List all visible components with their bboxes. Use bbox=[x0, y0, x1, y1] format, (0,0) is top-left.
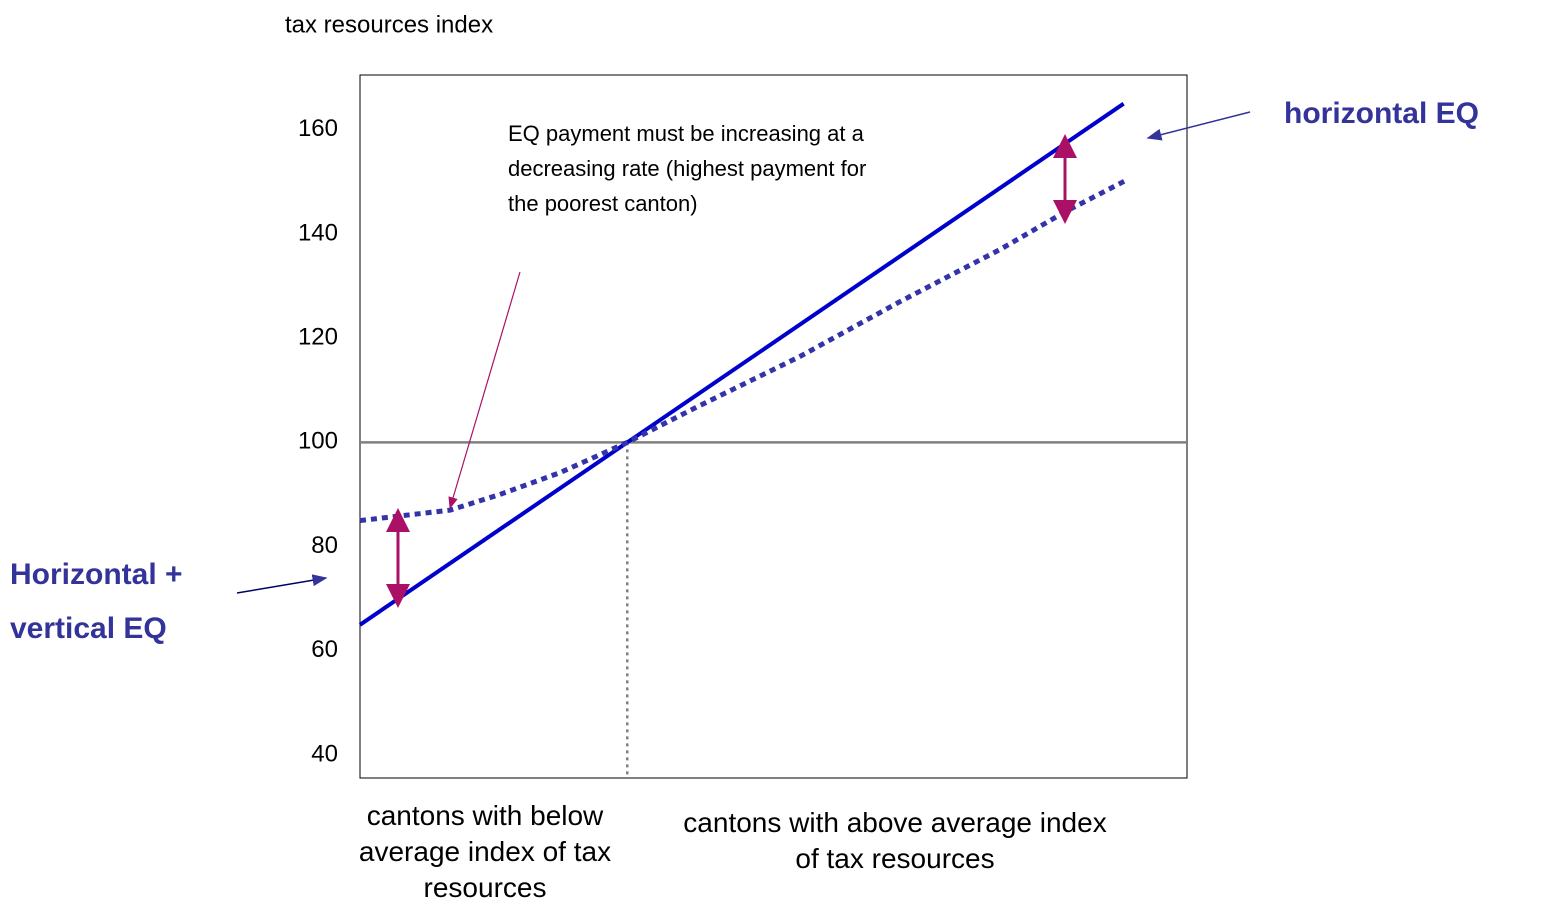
data-line bbox=[358, 102, 1125, 627]
y-tick-label: 140 bbox=[298, 219, 338, 246]
annotation: Horizontal + vertical EQ bbox=[10, 558, 183, 645]
y-tick-label: 100 bbox=[298, 428, 338, 455]
data-line bbox=[359, 177, 1130, 524]
y-axis-title: tax resources index bbox=[285, 11, 493, 38]
annotation: EQ payment must be increasing at a decre… bbox=[508, 121, 867, 216]
y-tick-label: 40 bbox=[311, 740, 338, 767]
category-label: cantons with below average index of tax … bbox=[358, 800, 612, 903]
y-tick-label: 160 bbox=[298, 115, 338, 142]
pointer-arrow bbox=[1146, 111, 1251, 141]
y-tick-label: 80 bbox=[311, 532, 338, 559]
y-tick-label: 120 bbox=[298, 324, 338, 351]
pointer-arrow bbox=[236, 574, 328, 594]
pointer-arrow bbox=[448, 271, 521, 510]
y-tick-label: 60 bbox=[311, 636, 338, 663]
annotation: horizontal EQ bbox=[1284, 97, 1479, 130]
marks bbox=[358, 102, 1187, 778]
plot-frame bbox=[359, 74, 1188, 779]
category-label: cantons with above average index of tax … bbox=[683, 807, 1107, 874]
